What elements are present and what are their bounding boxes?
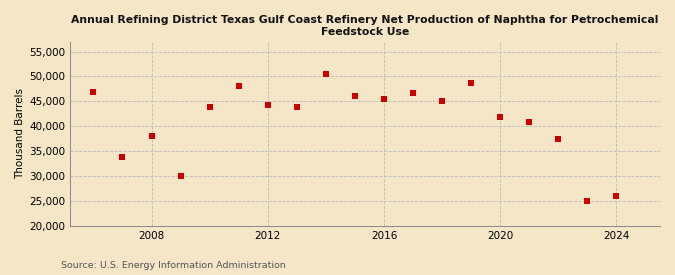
Point (466, 81, 477, 86)
Point (350, 94, 360, 98)
Point (611, 194, 622, 198)
Text: Source: U.S. Energy Information Administration: Source: U.S. Energy Information Administ… (61, 260, 286, 270)
Point (379, 97, 389, 101)
Point (553, 136, 564, 141)
Point (234, 84, 244, 89)
Point (524, 120, 535, 125)
Point (263, 103, 273, 108)
Point (176, 174, 186, 178)
Point (408, 91, 418, 95)
Title: Annual Refining District Texas Gulf Coast Refinery Net Production of Naphtha for: Annual Refining District Texas Gulf Coas… (72, 15, 659, 37)
Point (146, 134, 157, 138)
Y-axis label: Thousand Barrels: Thousand Barrels (15, 88, 25, 179)
Point (437, 99, 448, 103)
Point (292, 105, 302, 109)
Point (117, 155, 128, 159)
Point (495, 115, 506, 119)
Point (582, 199, 593, 203)
Point (321, 72, 331, 76)
Point (88, 90, 99, 95)
Point (205, 105, 215, 109)
